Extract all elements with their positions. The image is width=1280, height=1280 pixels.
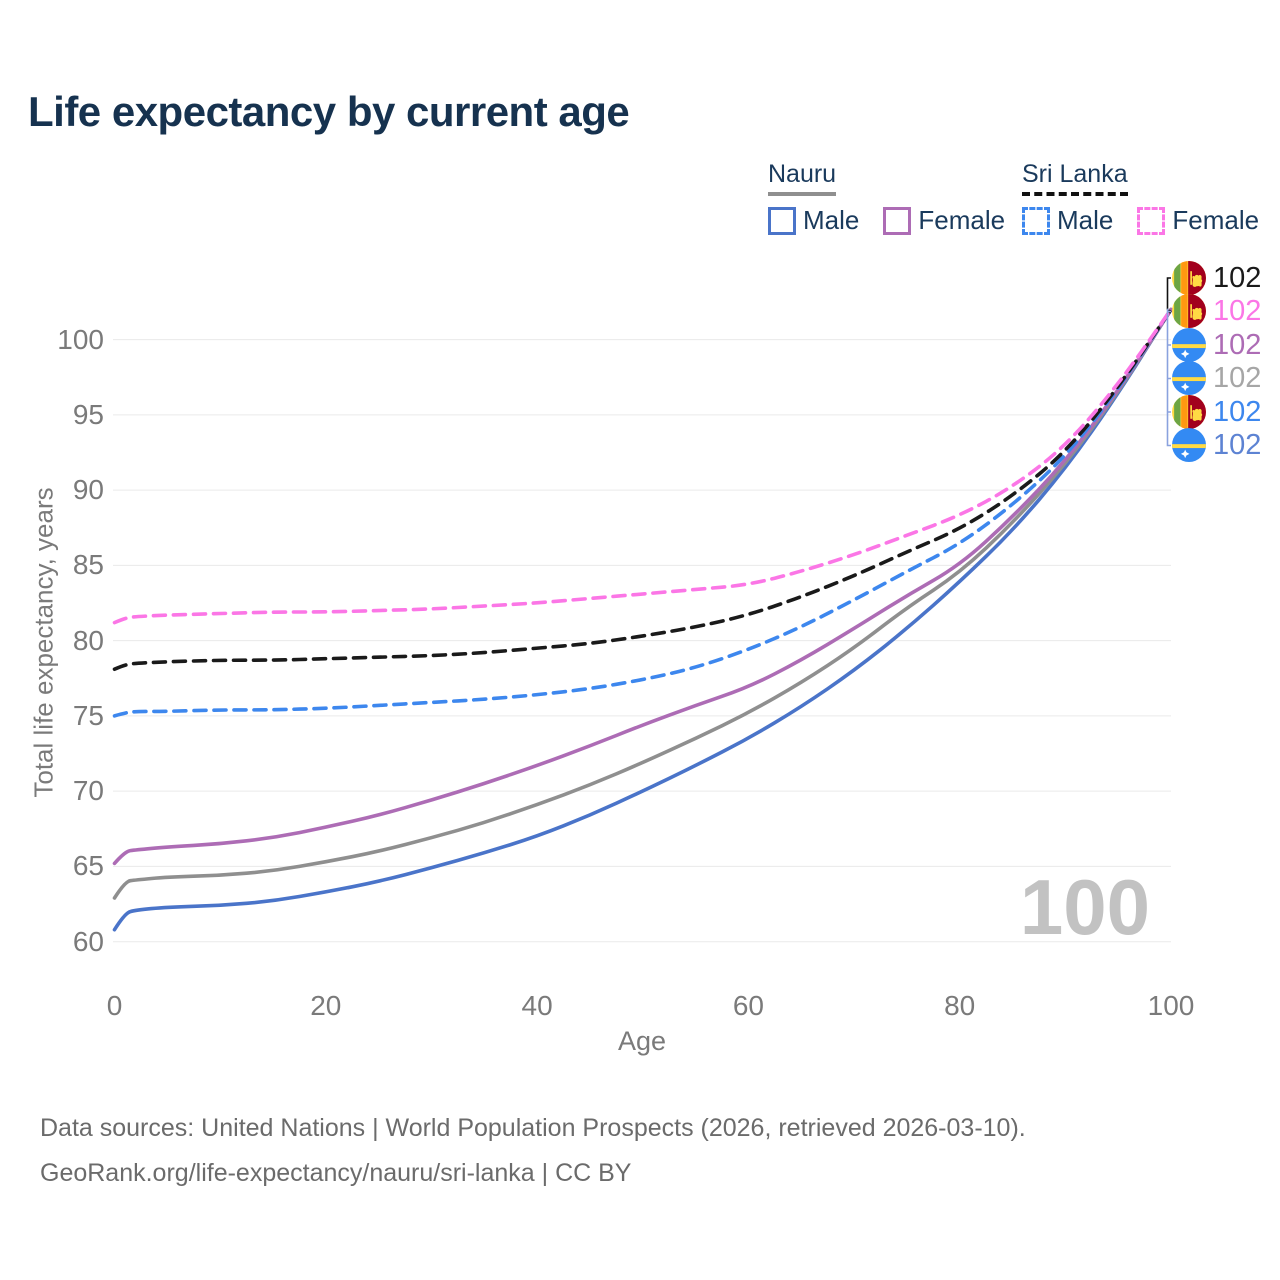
legend-label-nauru-female: Female [918, 205, 1006, 235]
legend-swatch-nauru-female [883, 206, 912, 235]
y-tick-label: 70 [72, 775, 104, 807]
y-tick-label: 85 [72, 549, 104, 581]
nauru-flag-icon [1172, 328, 1206, 362]
y-tick-label: 65 [72, 850, 104, 882]
series-end-label-sri-lanka-male: 102 [1172, 395, 1261, 429]
end-label-connector-top [1166, 277, 1171, 311]
end-value: 102 [1213, 428, 1262, 461]
sri-lanka-flag-icon [1172, 261, 1206, 295]
series-line-nauru-female [112, 307, 1173, 866]
legend-label-nauru-male: Male [803, 205, 860, 235]
series-end-label-sri-lanka-female: 102 [1172, 294, 1261, 328]
series-line-sri-lanka-female [112, 307, 1173, 625]
series-line-sri-lanka-total [112, 307, 1173, 671]
series-end-label-nauru-total: 102 [1172, 361, 1261, 395]
nauru-flag-icon [1172, 361, 1206, 395]
end-value: 102 [1213, 361, 1262, 394]
legend-header-nauru: Nauru [768, 160, 837, 196]
y-tick-label: 90 [72, 474, 104, 506]
sri-lanka-flag-icon [1172, 294, 1206, 328]
data-source-note: Data sources: United Nations | World Pop… [40, 1114, 1026, 1142]
series-line-nauru-male [112, 307, 1173, 932]
nauru-flag-icon [1172, 428, 1206, 462]
legend-swatch-sri-lanka-male [1022, 206, 1050, 235]
y-tick-label: 100 [57, 323, 104, 355]
x-tick-label: 20 [310, 990, 342, 1021]
legend-label-sri-lanka-female: Female [1172, 205, 1260, 235]
end-label-connector-bottom [1166, 308, 1171, 447]
y-tick-label: 80 [72, 624, 104, 656]
series-line-sri-lanka-male [112, 307, 1173, 718]
x-tick-label: 40 [521, 990, 553, 1021]
legend-label-sri-lanka-male: Male [1057, 205, 1114, 235]
series-end-label-nauru-male: 102 [1172, 428, 1261, 462]
end-value: 102 [1213, 328, 1262, 361]
x-tick-label: 60 [732, 990, 764, 1021]
x-tick-label: 100 [1147, 990, 1195, 1021]
x-tick-label: 0 [106, 990, 123, 1021]
end-value: 102 [1213, 294, 1262, 327]
x-tick-label: 80 [944, 990, 976, 1021]
end-value: 102 [1213, 395, 1262, 428]
series-end-label-sri-lanka-total: 102 [1172, 261, 1261, 295]
legend-swatch-nauru-male [768, 206, 796, 235]
series-end-label-nauru-female: 102 [1172, 328, 1261, 362]
y-tick-label: 60 [72, 925, 104, 957]
legend-group-sri-lanka: Sri Lanka Male Female [1022, 160, 1259, 236]
age-frame-watermark: 100 [1019, 863, 1150, 951]
attribution-note: GeoRank.org/life-expectancy/nauru/sri-la… [40, 1158, 632, 1187]
legend-group-nauru: Nauru Male Female [768, 160, 1005, 236]
footer: Data sources: United Nations | World Pop… [40, 1106, 1026, 1195]
y-tick-label: 75 [72, 699, 104, 731]
series-line-nauru-total [112, 307, 1173, 900]
legend-header-sri-lanka: Sri Lanka [1022, 160, 1128, 196]
legend-swatch-sri-lanka-female [1137, 206, 1166, 235]
sri-lanka-flag-icon [1172, 395, 1206, 429]
end-value: 102 [1213, 261, 1262, 294]
y-tick-label: 95 [72, 398, 104, 430]
x-axis-title: Age [617, 1026, 667, 1056]
page-title: Life expectancy by current age [28, 88, 630, 135]
